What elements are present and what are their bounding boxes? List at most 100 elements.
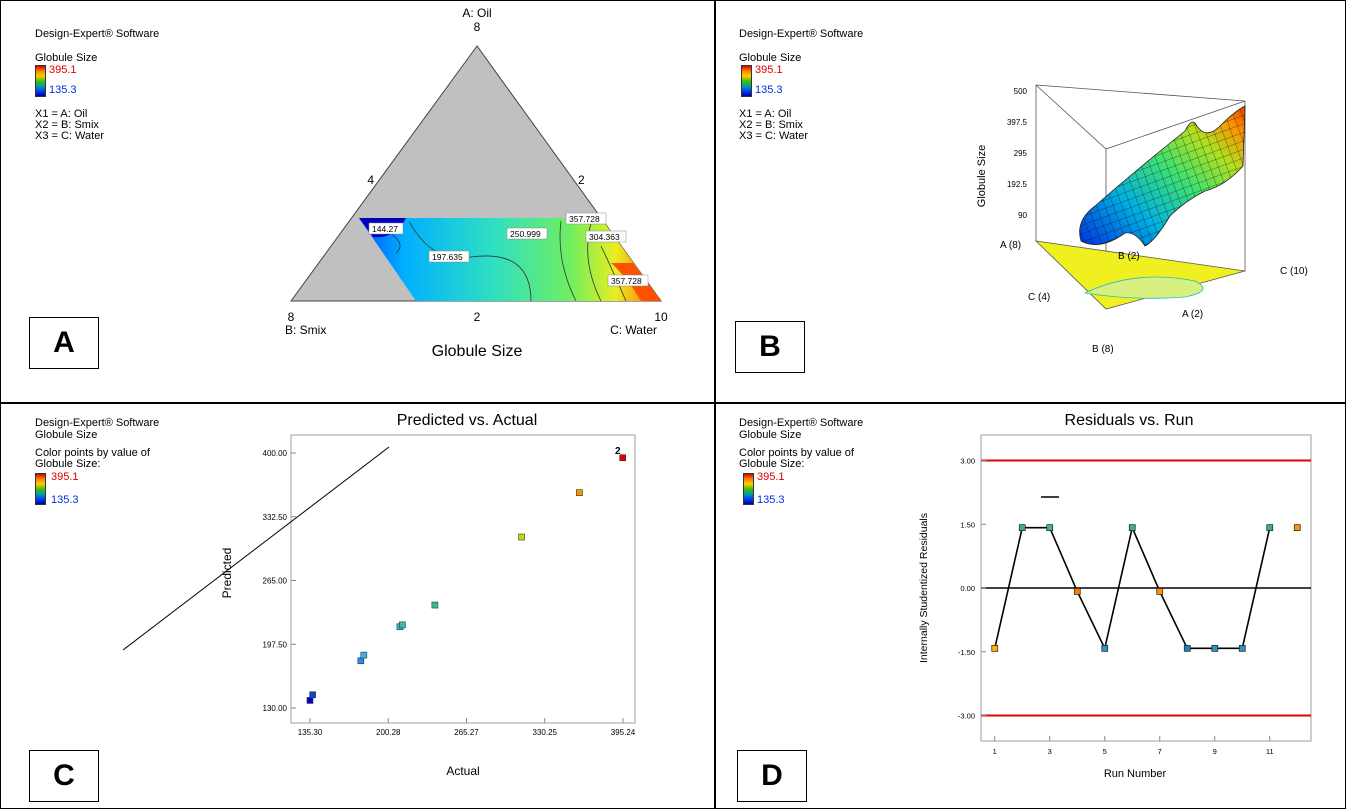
x-tick-label: 330.25 <box>533 728 558 737</box>
svg-text:A (2): A (2) <box>1182 309 1203 320</box>
y-tick-label: 130.00 <box>263 704 288 713</box>
legend-low: 135.3 <box>757 494 785 506</box>
x-tick-label: 3 <box>1048 747 1052 756</box>
x-axis-label: Actual <box>446 764 479 778</box>
data-point <box>1101 645 1109 652</box>
chart-marks: 3.00 1.50 0.00 -1.50 -3.00 1 3 5 7 9 11 <box>958 457 1311 756</box>
x-axis-label: Run Number <box>1104 768 1167 780</box>
y-tick-label: 265.00 <box>263 577 288 586</box>
response-label: Globule Size <box>739 52 802 64</box>
response-label: Globule Size <box>739 429 802 441</box>
data-point <box>619 454 627 462</box>
surface-axis-labels: A (8) B (2) C (10) C (4) A (2) B (8) <box>1000 240 1308 355</box>
data-point <box>1238 645 1246 652</box>
factor-x3: X3 = C: Water <box>35 130 104 142</box>
factor-x2: X2 = B: Smix <box>35 119 99 131</box>
y-tick-label: 400.00 <box>263 449 288 458</box>
data-point <box>576 489 583 496</box>
vertex-right-value: 10 <box>654 310 668 324</box>
vertex-top-label: A: Oil <box>462 6 491 20</box>
x-tick-label: 11 <box>1266 747 1274 756</box>
data-point <box>1211 645 1219 652</box>
color-scale-bar <box>743 473 754 505</box>
contour-label: 304.363 <box>589 232 620 242</box>
data-point <box>1293 524 1301 532</box>
color-scale-bar <box>741 65 752 97</box>
vertex-left-value: 8 <box>288 310 295 324</box>
y-tick-label: 3.00 <box>960 457 975 466</box>
data-point <box>1266 524 1274 532</box>
y-tick-label: 332.50 <box>263 513 288 522</box>
data-point <box>991 645 999 652</box>
x-tick-label: 265.27 <box>454 728 479 737</box>
svg-text:90: 90 <box>1018 211 1027 220</box>
data-point <box>306 697 314 704</box>
legend-high: 395.1 <box>755 64 783 76</box>
y-tick-label: 197.50 <box>263 640 288 649</box>
scatter-chart: Predicted vs. Actual 130.00 197.50 265.00 3… <box>122 412 636 778</box>
vertex-top-value: 8 <box>474 20 481 34</box>
factor-x3: X3 = C: Water <box>739 130 808 142</box>
data-point <box>518 533 525 541</box>
legend-low: 135.3 <box>49 84 77 96</box>
color-note-2: Globule Size: <box>35 458 101 470</box>
panel-ternary-contour: Design-Expert® Software Globule Size 395… <box>0 0 716 404</box>
chart-title: Predicted vs. Actual <box>397 412 538 429</box>
panel-tag-a: A <box>29 317 99 369</box>
data-point <box>431 601 439 609</box>
software-label: Design-Expert® Software <box>739 28 864 40</box>
x-tick-label: 5 <box>1103 747 1107 756</box>
contour-labels: 144.27 197.635 250.999 304.363 357.728 3… <box>368 212 649 287</box>
panel-residuals-vs-run: Design-Expert® Software Globule Size Col… <box>714 402 1346 809</box>
response-label: Globule Size <box>35 429 98 441</box>
z-axis-label: Globule Size <box>976 145 988 207</box>
y-tick-label: 1.50 <box>960 520 975 529</box>
svg-text:295: 295 <box>1014 149 1028 158</box>
panel-tag-b: B <box>735 321 805 373</box>
y-tick-label: -3.00 <box>958 712 975 721</box>
y-axis-label: Predicted <box>220 548 234 599</box>
vertex-right-label: C: Water <box>610 323 657 337</box>
y-tick-label: -1.50 <box>958 648 975 657</box>
plot-frame <box>290 434 636 724</box>
svg-text:B (2): B (2) <box>1118 251 1140 262</box>
factor-x1: X1 = A: Oil <box>35 108 88 120</box>
x-tick-label: 135.30 <box>298 728 323 737</box>
legend-high: 395.1 <box>757 471 785 483</box>
svg-text:500: 500 <box>1014 87 1028 96</box>
contour-label: 357.728 <box>611 276 642 286</box>
x-tick-label: 7 <box>1158 747 1162 756</box>
software-label: Design-Expert® Software <box>35 28 160 40</box>
data-point <box>357 657 365 665</box>
color-note-2: Globule Size: <box>739 458 805 470</box>
legend-high: 395.1 <box>51 471 79 483</box>
left-edge-tick: 4 <box>367 173 374 187</box>
chart-title: Residuals vs. Run <box>1065 412 1194 429</box>
svg-text:C (10): C (10) <box>1280 266 1308 277</box>
panel-tag-d: D <box>737 750 807 802</box>
chart-marks: 130.00 197.50 265.00 332.50 400.00 135.30 200.… <box>263 449 636 737</box>
contour-label: 250.999 <box>510 229 541 239</box>
legend-low: 135.3 <box>51 494 79 506</box>
factor-x1: X1 = A: Oil <box>739 108 792 120</box>
panel-tag-c: C <box>29 750 99 802</box>
residuals-chart: Residuals vs. Run 3.00 1.50 0.00 -1.50 -3.00… <box>918 412 1312 780</box>
x-tick-label: 9 <box>1213 747 1217 756</box>
y-axis-label: Internally Studentized Residuals <box>918 513 930 663</box>
legend-high: 395.1 <box>49 64 77 76</box>
vertex-left-label: B: Smix <box>285 323 326 337</box>
reference-line <box>122 446 390 651</box>
contour-label: 144.27 <box>372 224 398 234</box>
software-label: Design-Expert® Software <box>35 417 160 429</box>
ternary-plot: 144.27 197.635 250.999 304.363 357.728 3… <box>285 6 668 360</box>
data-point <box>1183 645 1191 652</box>
color-note-1: Color points by value of <box>739 447 854 459</box>
factor-x2: X2 = B: Smix <box>739 119 803 131</box>
z-axis-ticks: 500 397.5 295 192.5 90 <box>1007 87 1028 220</box>
right-edge-tick: 2 <box>578 173 585 187</box>
svg-text:C (4): C (4) <box>1028 292 1050 303</box>
software-label: Design-Expert® Software <box>739 417 864 429</box>
surface-plot: 500 397.5 295 192.5 90 Globule Size A (8… <box>976 84 1308 355</box>
response-label: Globule Size <box>35 52 98 64</box>
svg-text:397.5: 397.5 <box>1007 118 1028 127</box>
